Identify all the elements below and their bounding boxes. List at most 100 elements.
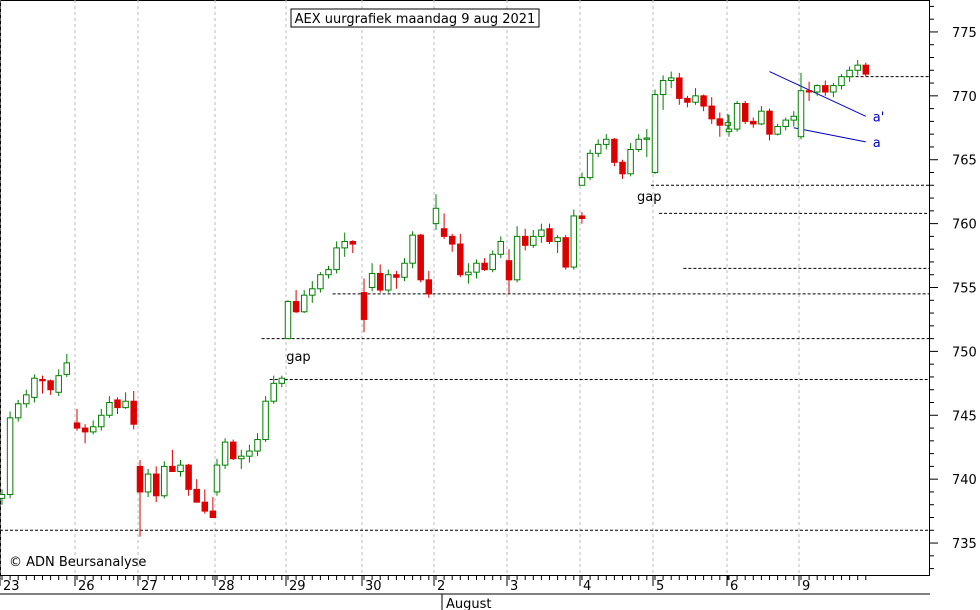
- candle-body: [758, 110, 765, 125]
- candle-body: [284, 301, 292, 340]
- candle-body: [221, 441, 229, 466]
- candle-body: [130, 400, 137, 425]
- candle-body: [724, 122, 732, 126]
- candle-body: [481, 262, 488, 271]
- candle-body: [368, 272, 376, 289]
- candle-body: [854, 64, 861, 71]
- x-tick-label: 9: [802, 579, 810, 594]
- candle-body: [229, 441, 237, 460]
- trendline-label: a: [873, 136, 881, 151]
- candle-body: [497, 241, 505, 255]
- gap-annotation: gap: [286, 350, 310, 365]
- candle-body: [106, 402, 113, 416]
- candle-body: [716, 118, 724, 126]
- candle-body: [317, 274, 324, 290]
- candle-body: [505, 260, 513, 281]
- candle-body: [6, 417, 14, 496]
- candle-body: [846, 69, 853, 78]
- candle-body: [692, 95, 699, 103]
- candle-body: [152, 473, 160, 497]
- candle-body: [193, 488, 200, 503]
- candle-body: [73, 422, 81, 429]
- candle-body: [185, 464, 192, 490]
- x-tick-label: 6: [730, 579, 738, 594]
- candle-body: [725, 128, 733, 133]
- candlesticks: [0, 60, 870, 537]
- candle-body: [538, 229, 545, 237]
- x-tick-label: 28: [218, 579, 235, 594]
- x-tick-label: 26: [78, 579, 95, 594]
- candle-body: [676, 77, 683, 99]
- candle-body: [177, 464, 184, 473]
- candle-body: [667, 77, 675, 81]
- candle-body: [333, 247, 340, 271]
- candle-body: [562, 237, 569, 268]
- candle-body: [554, 237, 561, 243]
- candle-body: [409, 234, 416, 264]
- candle-body: [201, 501, 209, 512]
- candle-body: [23, 394, 30, 405]
- y-tick-label: 775: [952, 26, 977, 41]
- candle-body: [611, 138, 618, 163]
- candle-body: [813, 85, 821, 93]
- candle-body: [708, 105, 715, 120]
- annotations: a' a gap gap: [286, 110, 885, 365]
- candle-body: [254, 439, 261, 452]
- candle-body: [39, 379, 46, 382]
- candle-body: [238, 455, 245, 460]
- x-tick-label: 30: [365, 579, 382, 594]
- candle-body: [213, 464, 221, 493]
- candle-body: [144, 473, 152, 493]
- candle-body: [521, 235, 529, 246]
- title-box: [290, 8, 540, 28]
- candle-body: [401, 262, 408, 278]
- candle-body: [546, 228, 553, 243]
- y-tick-label: 770: [952, 90, 977, 105]
- candle-body: [161, 465, 168, 497]
- candle-body: [750, 120, 757, 125]
- candle-body: [635, 138, 642, 150]
- candle-body: [489, 253, 496, 271]
- candle-body: [300, 294, 308, 313]
- month-label: August: [446, 597, 492, 610]
- candle-body: [0, 494, 6, 499]
- y-tick-label: 750: [952, 345, 977, 360]
- trendline: [793, 127, 866, 143]
- candle-body: [309, 288, 316, 296]
- candle-body: [417, 234, 424, 281]
- x-axis: 23 26 27 28 29 30 2 3 4 5 6 9: [0, 576, 867, 594]
- candle-body: [432, 207, 440, 225]
- y-tick-label: 765: [952, 154, 977, 169]
- candle-body: [473, 262, 480, 273]
- candle-body: [457, 243, 464, 276]
- gap-annotation: gap: [637, 190, 661, 205]
- x-tick-label: 2: [437, 579, 445, 594]
- x-tick-label: 3: [510, 579, 518, 594]
- candle-body: [63, 362, 71, 375]
- candle-body: [262, 400, 269, 441]
- candle-body: [578, 215, 586, 219]
- candle-body: [741, 103, 749, 122]
- candle-body: [838, 76, 845, 87]
- candle-body: [782, 119, 789, 128]
- candle-body: [619, 161, 626, 175]
- candle-body: [603, 138, 610, 145]
- candle-body: [349, 241, 357, 245]
- candle-body: [578, 177, 586, 186]
- candle-body: [425, 279, 433, 295]
- candle-body: [385, 274, 392, 291]
- candle-body: [114, 399, 121, 409]
- candle-body: [627, 149, 634, 175]
- candle-body: [376, 272, 384, 291]
- candle-body: [270, 382, 277, 402]
- candle-body: [393, 274, 400, 278]
- candle-body: [822, 85, 829, 93]
- candle-body: [448, 235, 456, 245]
- candle-body: [31, 377, 38, 398]
- x-tick-label: 23: [3, 579, 20, 594]
- candle-body: [643, 137, 651, 140]
- gap-lines: [0, 76, 930, 531]
- x-tick-label: 29: [289, 579, 306, 594]
- trendline-label: a': [873, 110, 885, 125]
- candle-body: [14, 403, 22, 419]
